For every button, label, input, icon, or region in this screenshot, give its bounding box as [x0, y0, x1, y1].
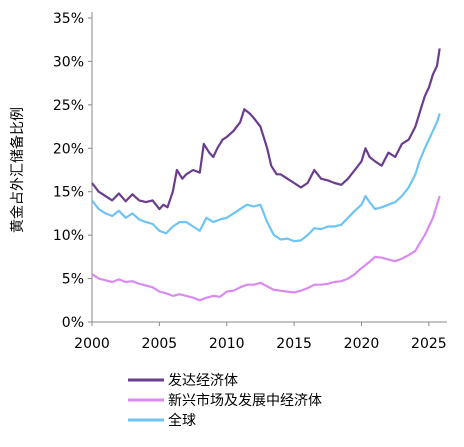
axes [91, 12, 447, 323]
y-tick-label: 5% [62, 272, 84, 288]
y-tick-label: 30% [53, 54, 84, 70]
x-tick-label: 2010 [209, 336, 245, 352]
y-tick-label: 0% [62, 315, 84, 331]
legend-label: 全球 [168, 412, 196, 429]
series-lines [91, 48, 441, 302]
series-line [91, 195, 441, 302]
x-tick-label: 2025 [411, 336, 447, 352]
legend-label: 发达经济体 [168, 373, 238, 389]
y-tick-label: 20% [53, 141, 84, 157]
legend-label: 新兴市场及发展中经济体 [168, 392, 322, 409]
x-tick-label: 2015 [276, 336, 312, 352]
tick-labels: 0% 5% 10% 15% 20% 25% 30% 35% 2000 2005 2010 2015 20… [53, 11, 447, 352]
y-tick-label: 15% [53, 185, 84, 201]
y-tick-label: 25% [53, 98, 84, 114]
y-tick-label: 10% [53, 228, 84, 244]
series-line [91, 113, 441, 243]
x-tick-label: 2020 [344, 336, 380, 352]
series-line [91, 48, 441, 211]
x-tick-label: 2000 [74, 336, 110, 352]
x-tick-label: 2005 [142, 336, 178, 352]
y-tick-label: 35% [53, 11, 84, 27]
y-axis-label: 黄金占外汇储备比例 [9, 107, 26, 233]
